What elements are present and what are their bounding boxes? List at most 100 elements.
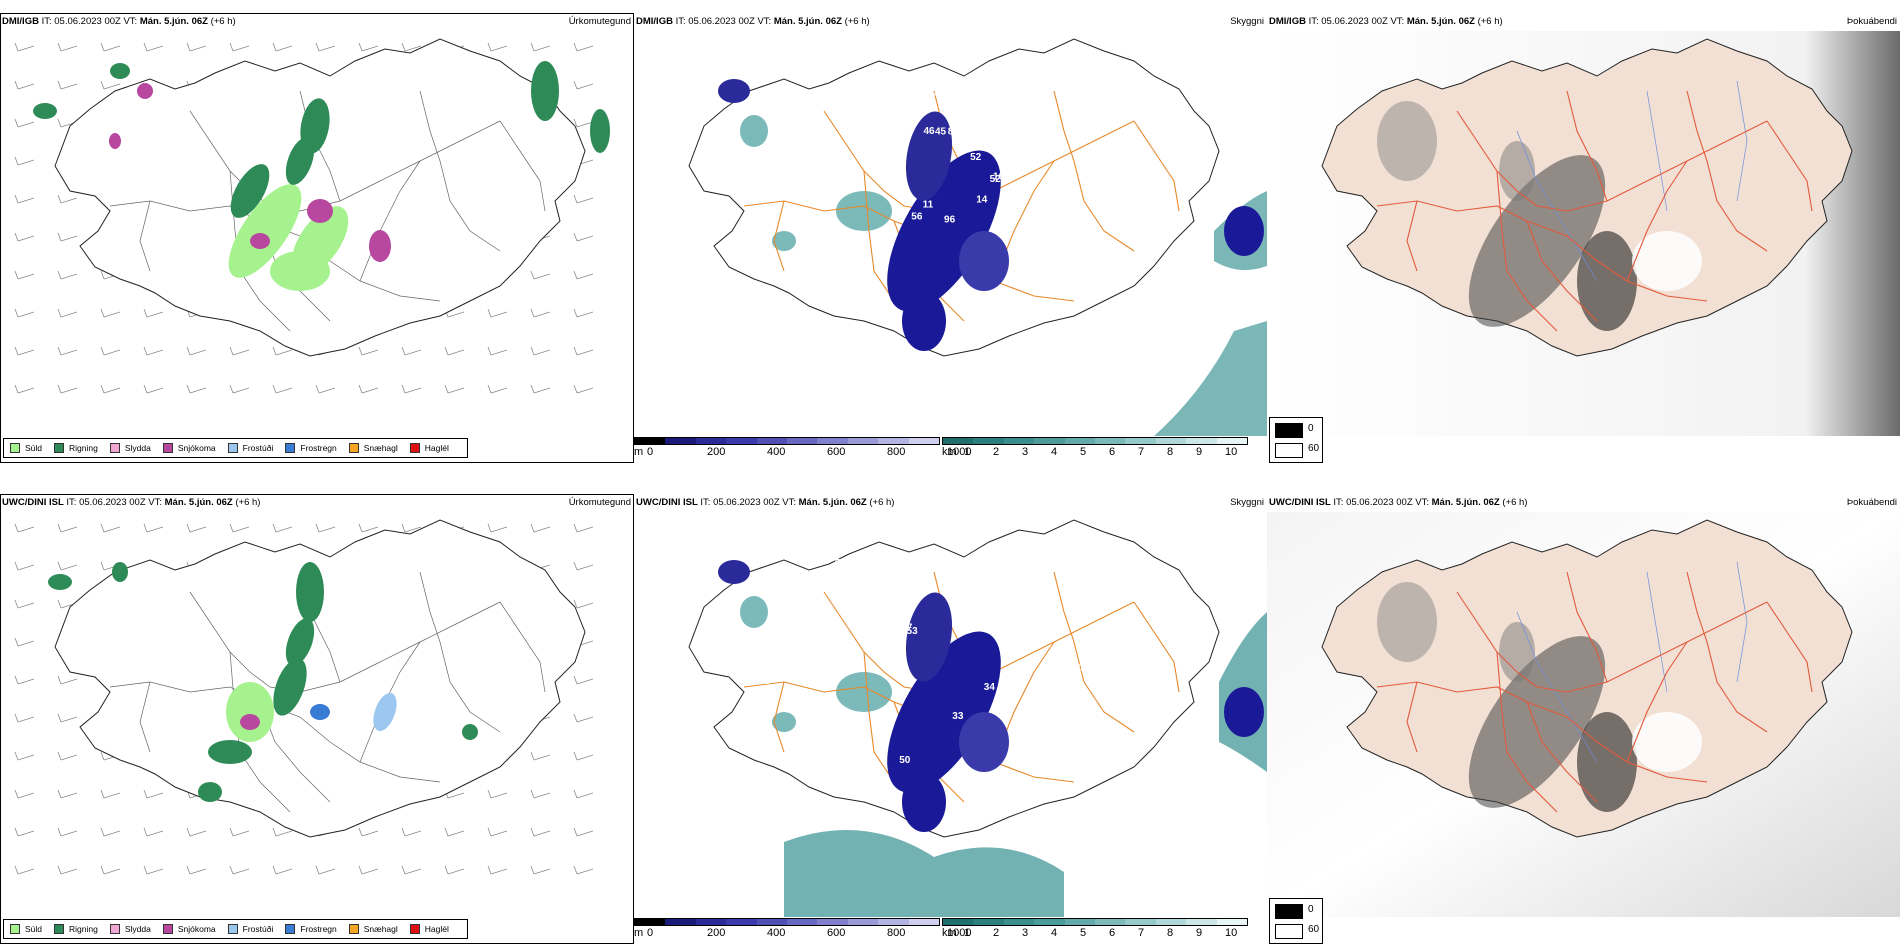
colorbar-segment	[878, 919, 909, 925]
it-label: IT:	[700, 497, 711, 508]
wind-barb	[487, 789, 508, 799]
colorbar-segment	[695, 438, 727, 444]
visibility-area	[740, 596, 768, 628]
wind-barb	[530, 827, 551, 837]
precip-legend-swatch	[54, 443, 65, 453]
fog-index-area	[1468, 155, 1606, 327]
cloud-base-area	[902, 772, 946, 832]
cloud-panel-top: DMI/IGB IT: 05.06.2023 00Z VT: Mán. 5.jú…	[634, 13, 1267, 463]
precip-legend-item: Súld	[10, 443, 42, 453]
colorbar-tick-label: 10	[1225, 927, 1238, 939]
wind-barb	[358, 523, 379, 533]
wind-barb	[14, 194, 35, 204]
roads	[1376, 90, 1813, 332]
cloud-base-label: 72	[799, 77, 811, 88]
precip-legend-label: Frostúði	[242, 924, 274, 934]
vt-label: VT:	[782, 497, 796, 508]
colorbar-segment	[943, 438, 974, 444]
cloud-base-label: 70	[926, 87, 938, 98]
precip-legend-item: Snjókoma	[162, 443, 216, 453]
it-label: IT:	[1333, 497, 1344, 508]
colorbar-tick-label: 800	[887, 446, 906, 458]
cloud-base-label: 37	[765, 568, 777, 579]
wind-barb	[14, 523, 35, 533]
river	[1516, 130, 1598, 282]
wind-barb	[14, 827, 35, 837]
wind-barb	[57, 561, 78, 571]
wind-barb	[14, 599, 35, 609]
wind-barb	[573, 751, 594, 761]
fog-panel-top: DMI/IGB IT: 05.06.2023 00Z VT: Mán. 5.jú…	[1267, 13, 1900, 463]
wind-barb	[100, 80, 121, 90]
precip-legend-item: Súld	[10, 924, 42, 934]
wind-barb	[444, 827, 465, 837]
river	[1646, 90, 1668, 212]
fog-legend-black-label: 0	[1308, 423, 1314, 434]
colorbar-segment	[973, 919, 1004, 925]
model-name: DMI/IGB	[636, 16, 673, 27]
cloud-base-area	[1224, 687, 1264, 737]
road	[1626, 160, 1688, 282]
vt-label: VT:	[757, 16, 772, 27]
wind-barb	[573, 232, 594, 242]
fog-legend: 0 60	[1269, 417, 1323, 463]
cloud-base-label: 39	[1140, 708, 1152, 719]
colorbar-tick-label: 6	[1109, 927, 1116, 939]
road	[1376, 200, 1708, 302]
cloud-base-area	[905, 111, 953, 201]
cloud-base-label: 78	[1075, 664, 1087, 675]
precip-legend-label: Frostregn	[300, 443, 337, 453]
precip-legend-item: Slydda	[109, 924, 151, 934]
colorbar-segment	[1155, 438, 1187, 444]
cloud-base-label: 76	[759, 583, 771, 594]
precip-area	[369, 230, 391, 262]
colorbar-tick-label: 4	[1051, 446, 1058, 458]
cloud-base-label: 64	[1021, 547, 1033, 558]
panel-header: UWC/DINI ISL IT: 05.06.2023 00Z VT: Mán.…	[0, 494, 634, 512]
cloud-base-label: 96	[944, 214, 956, 225]
fog-legend-white-swatch	[1275, 443, 1303, 458]
precip-legend-item: Rigning	[54, 924, 98, 934]
wind-barb	[14, 232, 35, 242]
cloud-base-label: 18	[740, 174, 752, 185]
precip-area	[33, 103, 57, 119]
vt-value: Mán. 5.jún. 06Z	[1431, 497, 1500, 508]
colorbar-tick-label: 200	[707, 446, 726, 458]
wind-barb	[186, 346, 207, 356]
visibility-bar	[942, 918, 1248, 926]
fog-shading	[1377, 101, 1702, 331]
colorbar-tick-label: 3	[1022, 927, 1029, 939]
colorbar-tick-label: 600	[827, 927, 846, 939]
cloud-base-label: 51	[835, 558, 847, 569]
cloud-base-label: 34	[984, 682, 996, 693]
cloud-map: 8851925153556119819576533751505433344772…	[688, 519, 1267, 917]
cloud-base-label: 57	[774, 183, 786, 194]
wind-barb	[14, 789, 35, 799]
colorbar-tick-label: 4	[1051, 927, 1058, 939]
colorbar-segment	[1095, 919, 1126, 925]
colorbar-tick-label: 8	[1167, 927, 1174, 939]
fog-legend-black-swatch	[1275, 904, 1303, 919]
cloud-base-label: 51	[827, 569, 839, 580]
wind-barb	[57, 523, 78, 533]
roads	[1376, 571, 1813, 813]
wind-barb	[57, 346, 78, 356]
panel-title: Úrkomutegund	[568, 497, 631, 508]
wind-barb	[57, 80, 78, 90]
road	[1456, 110, 1768, 212]
road	[189, 110, 501, 212]
cloud-base-label: 61	[765, 744, 777, 755]
panel-title: Skyggni	[1230, 16, 1264, 27]
wind-barb	[487, 865, 508, 875]
precip-legend-item: Snæhagl	[348, 924, 398, 934]
road	[419, 571, 501, 733]
wind-barb	[573, 599, 594, 609]
road	[499, 601, 546, 693]
precip-legend-label: Snæhagl	[363, 924, 398, 934]
wind-barb	[143, 384, 164, 394]
model-name: UWC/DINI ISL	[2, 497, 64, 508]
colorbar-segment	[1003, 919, 1035, 925]
precip-legend-swatch	[10, 443, 20, 453]
wind-barb	[57, 384, 78, 394]
wind-barb	[444, 865, 465, 875]
